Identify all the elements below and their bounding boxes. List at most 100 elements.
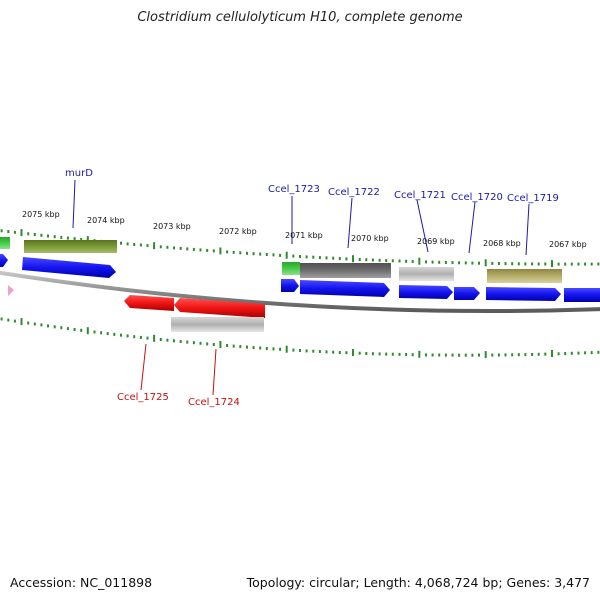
- scale-label-2071: 2071 kbp: [285, 231, 323, 240]
- reverse-tick: [259, 346, 262, 350]
- reverse-tick: [544, 352, 547, 356]
- reverse-tick: [93, 330, 96, 334]
- leader-lines: [72, 179, 530, 396]
- forward-tick: [246, 251, 248, 255]
- cds-arrow-murD: [22, 257, 116, 278]
- reverse-tick: [537, 352, 540, 356]
- forward-tick: [365, 258, 368, 262]
- reverse-tick: [438, 353, 441, 357]
- reverse-tick: [312, 349, 315, 353]
- forward-tick: [517, 262, 520, 266]
- reverse-tick: [146, 336, 149, 340]
- forward-tick: [166, 245, 169, 249]
- reverse-tick: [451, 353, 454, 357]
- reverse-tick: [7, 318, 10, 322]
- forward-tick: [371, 258, 374, 262]
- forward-tick: [418, 257, 421, 265]
- reverse-tick: [299, 349, 301, 352]
- forward-tick: [411, 260, 414, 263]
- reverse-tick: [246, 345, 248, 349]
- forward-tick: [153, 242, 156, 250]
- reverse-tick: [557, 352, 560, 356]
- reverse-tick: [139, 335, 142, 339]
- reverse-tick: [411, 353, 414, 357]
- forward-tick: [53, 235, 56, 239]
- cds-block-right-edge: [564, 288, 600, 302]
- forward-tick: [299, 255, 301, 258]
- forward-tick: [159, 245, 162, 249]
- cds-arrow-Ccel_1721: [399, 285, 453, 299]
- forward-tick: [464, 261, 467, 265]
- reverse-tick: [431, 353, 434, 357]
- forward-tick: [186, 247, 189, 251]
- forward-tick: [226, 250, 229, 254]
- forward-tick: [120, 241, 122, 245]
- reverse-tick: [577, 351, 580, 355]
- scale-label-2073: 2073 kbp: [153, 222, 191, 231]
- forward-tick: [584, 262, 587, 266]
- forward-tick: [47, 234, 49, 238]
- reverse-tick: [345, 351, 348, 355]
- gene-label-Ccel_1720[interactable]: Ccel_1720: [451, 192, 503, 203]
- reverse-tick: [517, 353, 520, 357]
- reverse-tick: [318, 350, 321, 353]
- forward-tick: [590, 262, 593, 266]
- genome-backbone: [0, 270, 600, 314]
- reverse-tick: [106, 332, 109, 336]
- reverse-tick: [371, 352, 374, 356]
- reverse-tick: [352, 349, 354, 356]
- reverse-tick: [292, 348, 295, 352]
- leader-line-Ccel_1724: [212, 348, 217, 396]
- gene-label-murD[interactable]: murD: [65, 168, 93, 179]
- reverse-tick: [126, 334, 129, 338]
- gene-label-Ccel_1723[interactable]: Ccel_1723: [268, 184, 320, 195]
- reverse-tick: [133, 335, 136, 339]
- reverse-tick: [40, 323, 43, 327]
- cds-arrow-left-edge: [0, 254, 8, 267]
- scale-label-2068: 2068 kbp: [483, 239, 521, 248]
- gene-label-Ccel_1722[interactable]: Ccel_1722: [328, 187, 380, 198]
- forward-tick: [0, 229, 3, 233]
- forward-tick: [73, 237, 76, 241]
- gene-bar-Ccel_1724: [171, 317, 264, 332]
- reverse-tick: [13, 319, 16, 323]
- forward-tick: [146, 244, 149, 248]
- scale-label-2067: 2067 kbp: [549, 240, 587, 249]
- reverse-tick: [219, 341, 222, 348]
- forward-tick: [318, 256, 321, 260]
- forward-tick: [537, 262, 540, 266]
- reverse-tick: [590, 351, 593, 355]
- forward-tick: [179, 246, 182, 250]
- forward-tick: [325, 256, 328, 260]
- forward-tick: [431, 260, 434, 264]
- gene-label-Ccel_1721[interactable]: Ccel_1721: [394, 190, 446, 201]
- reverse-tick: [564, 352, 567, 356]
- reverse-tick: [358, 351, 361, 355]
- gene-label-Ccel_1725[interactable]: Ccel_1725: [117, 392, 169, 403]
- forward-tick: [7, 230, 10, 233]
- forward-tick: [232, 250, 235, 254]
- forward-tick: [312, 255, 315, 259]
- forward-tick: [332, 256, 335, 260]
- reverse-tick: [444, 353, 447, 357]
- forward-tick: [219, 247, 222, 255]
- gene-bar-left-edge-green: [0, 237, 10, 249]
- gene-label-Ccel_1719[interactable]: Ccel_1719: [507, 193, 559, 204]
- reverse-tick: [0, 317, 3, 321]
- reverse-tick: [425, 353, 427, 357]
- reverse-tick: [33, 322, 36, 326]
- reverse-tick: [199, 341, 202, 345]
- gene-label-Ccel_1724[interactable]: Ccel_1724: [188, 397, 240, 408]
- cds-arrow-Ccel_1720: [454, 287, 480, 300]
- forward-tick: [33, 233, 36, 236]
- forward-tick: [80, 237, 83, 241]
- reverse-tick: [73, 328, 76, 331]
- gene-bar-Ccel_1719: [487, 269, 562, 283]
- reverse-tick: [27, 321, 30, 325]
- forward-tick: [557, 262, 560, 266]
- reverse-tick: [285, 345, 288, 353]
- reverse-tick: [232, 344, 235, 348]
- reverse-tick: [398, 352, 401, 356]
- reverse-tick-track: [0, 317, 600, 359]
- scale-label-2069: 2069 kbp: [417, 237, 455, 246]
